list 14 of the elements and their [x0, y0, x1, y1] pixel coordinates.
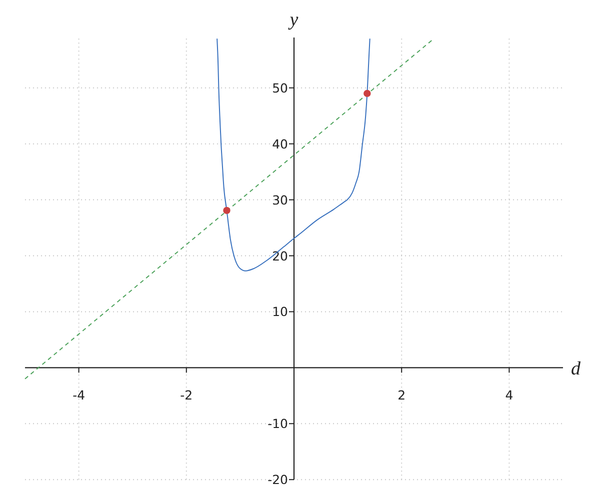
y-tick-label: 50	[272, 80, 288, 96]
x-tick-label: -2	[180, 388, 193, 403]
line-series	[216, 38, 370, 272]
x-tick-label: 2	[398, 388, 406, 403]
y-tick-label: 20	[272, 248, 288, 264]
y-tick-label: -10	[268, 416, 288, 432]
x-tick-label: -4	[72, 388, 86, 403]
y-tick-label: 40	[272, 136, 288, 152]
y-tick-label: 10	[272, 304, 288, 320]
x-axis-title: d	[571, 358, 581, 380]
x-tick-label: 4	[505, 388, 514, 403]
y-tick-label: -20	[268, 472, 288, 488]
y-axis-title: y	[288, 10, 299, 30]
y-tick-label: 30	[272, 192, 288, 208]
